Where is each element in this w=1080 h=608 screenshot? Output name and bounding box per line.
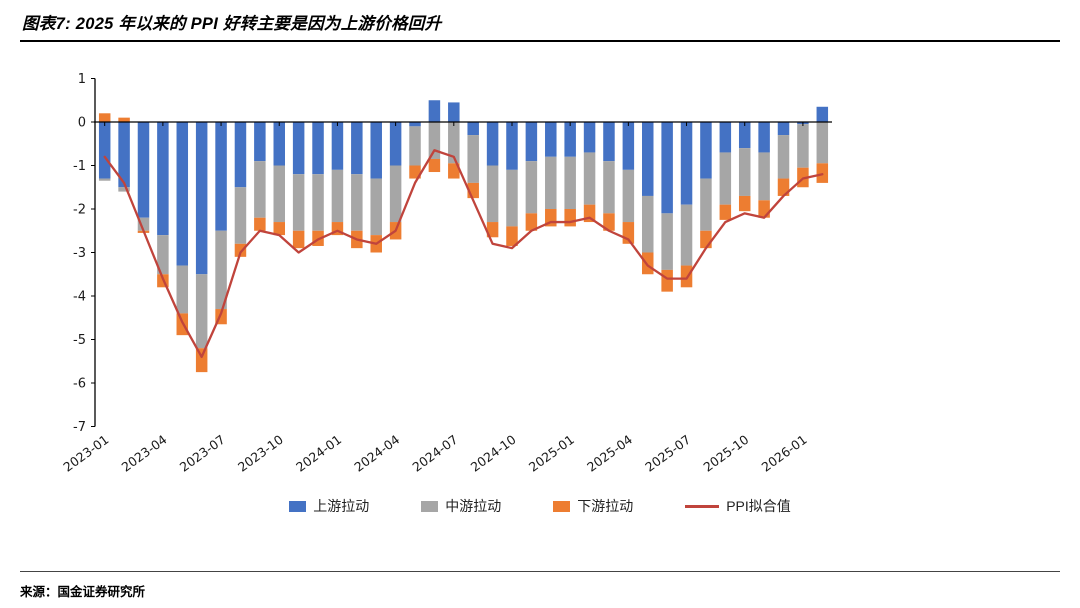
x-axis-label: 2024-04 xyxy=(351,432,402,475)
downstream-swatch xyxy=(553,500,571,512)
y-axis-label: 1 xyxy=(78,72,86,87)
y-axis-label: -6 xyxy=(73,377,86,392)
x-axis-label: 2023-04 xyxy=(119,432,170,475)
bars-upstream xyxy=(98,100,829,275)
legend-item-downstream: 下游拉动 xyxy=(553,496,633,516)
figure-title: 图表7: 2025 年以来的 PPI 好转主要是因为上游价格回升 xyxy=(22,15,442,33)
y-axis-label: 0 xyxy=(78,116,86,131)
x-axis-label: 2025-10 xyxy=(700,432,751,475)
y-axis-label: -5 xyxy=(73,333,86,348)
x-axis-label: 2023-01 xyxy=(60,432,111,475)
ppi-line-swatch xyxy=(685,504,720,508)
y-axis-label: -3 xyxy=(73,246,86,261)
x-axis-label: 2024-01 xyxy=(293,432,344,475)
legend-item-midstream: 中游拉动 xyxy=(421,496,501,516)
x-axis-label: 2023-10 xyxy=(235,432,286,475)
legend-item-upstream: 上游拉动 xyxy=(289,496,369,516)
bars-downstream xyxy=(98,113,829,373)
figure-footer: 来源：国金证券研究所 xyxy=(20,571,1060,600)
x-axis-label: 2024-10 xyxy=(468,432,519,475)
legend-label-ppi: PPI拟合值 xyxy=(726,498,791,514)
legend-label-upstream: 上游拉动 xyxy=(313,498,370,514)
x-axis-label: 2025-01 xyxy=(526,432,577,475)
y-axis-label: -2 xyxy=(73,203,86,218)
x-axis-label: 2025-07 xyxy=(642,432,693,475)
x-axis-label: 2025-04 xyxy=(584,432,635,475)
legend-item-ppi-line: PPI拟合值 xyxy=(685,496,791,516)
figure-header: 图表7: 2025 年以来的 PPI 好转主要是因为上游价格回升 xyxy=(20,0,1060,42)
y-axis-label: -4 xyxy=(73,290,86,305)
source-text: 来源：国金证券研究所 xyxy=(20,585,146,599)
midstream-swatch xyxy=(421,500,439,512)
x-axis-label: 2024-07 xyxy=(409,432,460,475)
ppi-chart: 1 0 -1 -2 -3 -4 -5 -6 -7 2023-01 2023-04 2023-07 202… xyxy=(0,44,1080,486)
x-axis-label: 2023-07 xyxy=(177,432,228,475)
x-axis-label: 2026-01 xyxy=(759,432,810,475)
upstream-swatch xyxy=(289,500,307,512)
legend-label-downstream: 下游拉动 xyxy=(577,498,634,514)
y-axis-label: -1 xyxy=(73,159,86,174)
bars-midstream xyxy=(98,122,829,349)
y-axis-label: -7 xyxy=(73,420,86,435)
ppi-line xyxy=(103,149,824,359)
legend: 上游拉动 中游拉动 下游拉动 PPI拟合值 xyxy=(0,496,1080,516)
legend-label-midstream: 中游拉动 xyxy=(445,498,502,514)
